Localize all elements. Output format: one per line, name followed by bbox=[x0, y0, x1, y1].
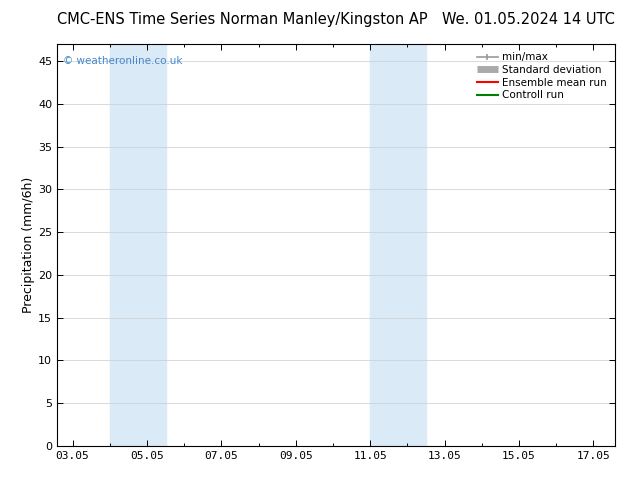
Bar bbox=[110, 44, 165, 446]
Text: CMC-ENS Time Series Norman Manley/Kingston AP: CMC-ENS Time Series Norman Manley/Kingst… bbox=[57, 12, 428, 27]
Text: We. 01.05.2024 14 UTC: We. 01.05.2024 14 UTC bbox=[442, 12, 615, 27]
Y-axis label: Precipitation (mm/6h): Precipitation (mm/6h) bbox=[22, 177, 36, 313]
Bar bbox=[370, 44, 426, 446]
Legend: min/max, Standard deviation, Ensemble mean run, Controll run: min/max, Standard deviation, Ensemble me… bbox=[474, 49, 610, 103]
Text: © weatheronline.co.uk: © weatheronline.co.uk bbox=[63, 56, 182, 66]
